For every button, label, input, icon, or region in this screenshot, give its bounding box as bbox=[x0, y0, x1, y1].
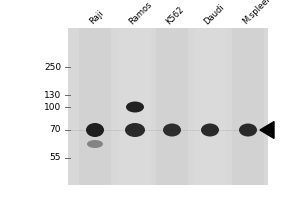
Text: 250: 250 bbox=[44, 62, 61, 72]
Bar bbox=[194, 28, 226, 185]
Bar bbox=[232, 28, 264, 185]
Ellipse shape bbox=[239, 123, 257, 136]
Bar bbox=[156, 28, 188, 185]
Text: M.spleen: M.spleen bbox=[241, 0, 274, 26]
Text: K562: K562 bbox=[165, 5, 186, 26]
Bar bbox=[79, 28, 111, 185]
Ellipse shape bbox=[201, 123, 219, 136]
Text: Daudi: Daudi bbox=[202, 2, 226, 26]
Ellipse shape bbox=[125, 123, 145, 137]
Text: 130: 130 bbox=[44, 90, 61, 99]
Ellipse shape bbox=[87, 140, 103, 148]
Polygon shape bbox=[260, 122, 274, 138]
Bar bbox=[68, 28, 268, 185]
Text: 100: 100 bbox=[44, 102, 61, 112]
Ellipse shape bbox=[86, 123, 104, 137]
Text: Raji: Raji bbox=[88, 9, 105, 26]
Text: 55: 55 bbox=[50, 154, 61, 162]
Ellipse shape bbox=[163, 123, 181, 136]
Text: Ramos: Ramos bbox=[128, 0, 154, 26]
Ellipse shape bbox=[126, 102, 144, 112]
Text: 70: 70 bbox=[50, 126, 61, 134]
Bar bbox=[119, 28, 151, 185]
